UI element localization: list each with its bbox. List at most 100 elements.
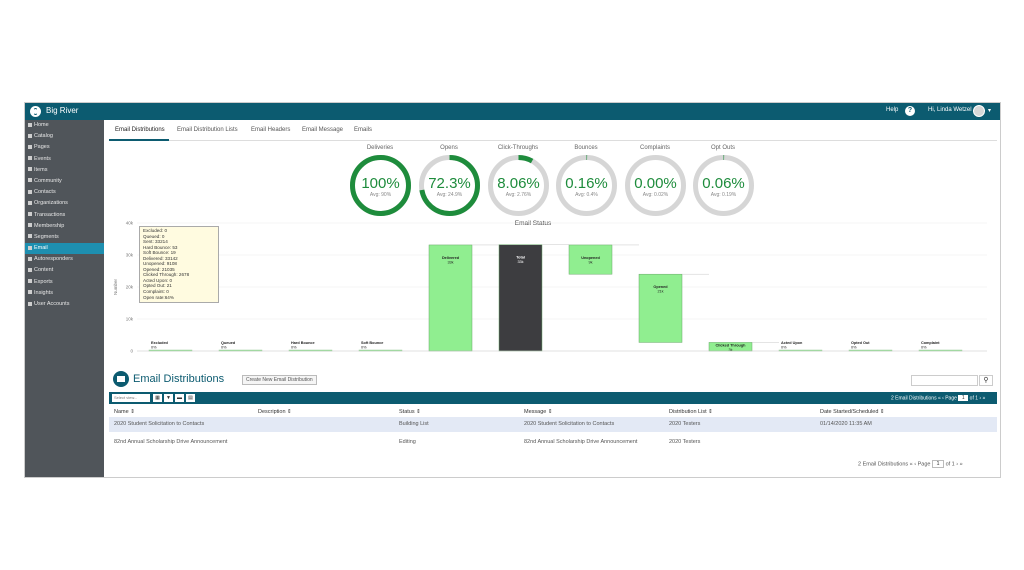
last-page-icon[interactable]: »	[959, 461, 963, 468]
sidebar-item-exports[interactable]: Exports	[25, 277, 104, 288]
column-header-description[interactable]: Description ⇕	[258, 409, 292, 415]
gauge-label-deliveries: Deliveries	[366, 145, 394, 151]
cell-status: Editing	[399, 439, 416, 445]
sidebar-item-transactions[interactable]: Transactions	[25, 210, 104, 221]
column-header-status[interactable]: Status ⇕	[399, 409, 421, 415]
page-of: of 1	[945, 461, 955, 468]
sidebar-item-items[interactable]: Items	[25, 165, 104, 176]
column-header-name[interactable]: Name ⇕	[114, 409, 135, 415]
view-select[interactable]: Select view...	[112, 394, 150, 402]
user-greeting[interactable]: Hi, Linda Wetzel	[928, 107, 972, 113]
sidebar-item-home[interactable]: Home	[25, 120, 104, 131]
bar-label: Clicked Through	[716, 344, 747, 348]
column-header-label: Name	[114, 409, 129, 415]
tab-emails[interactable]: Emails	[354, 127, 373, 133]
bar-value-label: 0%	[361, 346, 367, 350]
gauge-deliveries	[350, 155, 411, 216]
columns-icon[interactable]: ▦	[153, 394, 162, 402]
prev-page-icon[interactable]: ‹	[942, 395, 944, 402]
gauge-opens	[419, 155, 480, 216]
bar-value-label: 33k	[517, 260, 523, 264]
prev-page-icon[interactable]: ‹	[914, 461, 917, 468]
folder-icon[interactable]: ▬	[175, 394, 184, 402]
gauge-label-complaints: Complaints	[639, 145, 670, 151]
page-number-input[interactable]: 1	[932, 460, 945, 468]
sidebar-item-label: Insights	[34, 289, 53, 296]
gauge-label-bounces: Bounces	[574, 145, 598, 151]
chart-bar-opened[interactable]	[638, 273, 683, 343]
bar-label: Unopened	[581, 256, 600, 260]
chart-bar-total[interactable]	[498, 244, 543, 352]
first-page-icon[interactable]: «	[909, 461, 913, 468]
sidebar-item-autoresponders[interactable]: Autoresponders	[25, 254, 104, 265]
help-icon[interactable]: ?	[905, 106, 915, 116]
tab-email-message[interactable]: Email Message	[302, 127, 344, 133]
help-link[interactable]: Help	[886, 107, 899, 113]
tab-email-distributions[interactable]: Email Distributions	[115, 127, 165, 133]
sidebar-item-label: Events	[34, 155, 51, 162]
sidebar-item-label: Items	[34, 166, 48, 173]
column-header-label: Distribution List	[669, 409, 707, 415]
sidebar-item-label: User Accounts	[34, 301, 70, 307]
sidebar-item-user-accounts[interactable]: User Accounts	[25, 299, 104, 310]
folder-icon	[28, 267, 32, 272]
tab-divider	[109, 140, 997, 141]
sidebar-item-email[interactable]: Email	[25, 243, 104, 255]
bar-label: Opted Out	[851, 341, 870, 345]
gauge-value-opens: 72.3%	[428, 175, 471, 192]
bar-label: Total	[516, 256, 525, 260]
column-header-distribution-list[interactable]: Distribution List ⇕	[669, 409, 713, 415]
sidebar-item-catalog[interactable]: Catalog	[25, 131, 104, 142]
tab-email-headers[interactable]: Email Headers	[251, 127, 291, 133]
search-icon[interactable]: ⚲	[979, 375, 993, 386]
tooltip-line: Acted Upon: 0	[143, 277, 173, 283]
y-tick-label: 0	[130, 349, 133, 354]
column-header-date[interactable]: Date Started/Scheduled ⇕	[820, 409, 885, 415]
bar-value-label: 3k	[728, 348, 732, 352]
column-header-message[interactable]: Message ⇕	[524, 409, 553, 415]
pager: 2 Email Distributions « ‹ Page 1 of 1 › …	[891, 395, 985, 401]
big-river-logo-icon[interactable]	[30, 106, 41, 117]
footer-pager: 2 Email Distributions « ‹ Page 1 of 1 › …	[858, 460, 963, 468]
filter-icon[interactable]: ▼	[164, 394, 173, 402]
last-page-icon[interactable]: »	[982, 395, 986, 402]
tooltip-line: Excluded: 0	[143, 228, 168, 233]
table-row[interactable]: 82nd Annual Scholarship Drive Announceme…	[109, 435, 997, 450]
building-icon	[28, 200, 32, 205]
export-icon[interactable]: ▤	[186, 394, 195, 402]
next-page-icon[interactable]: ›	[956, 461, 959, 468]
sidebar-item-content[interactable]: Content	[25, 265, 104, 276]
sidebar-item-contacts[interactable]: Contacts	[25, 187, 104, 198]
page-of: of 1	[969, 395, 979, 402]
sidebar-item-label: Membership	[34, 222, 65, 229]
transactions-icon	[28, 212, 32, 217]
table-row[interactable]: 2020 Student Solicitation to Contacts Bu…	[109, 417, 997, 432]
y-tick-label: 30k	[126, 253, 134, 258]
record-count: 2 Email Distributions	[858, 461, 909, 468]
sidebar-item-pages[interactable]: Pages	[25, 142, 104, 153]
sidebar-item-community[interactable]: Community	[25, 176, 104, 187]
chart-bar-unopened[interactable]	[568, 244, 613, 275]
app-name: Big River	[46, 106, 79, 115]
next-page-icon[interactable]: ›	[979, 395, 982, 402]
search-input[interactable]	[911, 375, 978, 386]
chevron-down-icon[interactable]: ▾	[988, 108, 992, 114]
bar-label: Queued	[221, 341, 236, 345]
sidebar-item-events[interactable]: Events	[25, 154, 104, 165]
y-tick-label: 20k	[126, 285, 134, 290]
bar-value-label: 0%	[921, 346, 927, 350]
first-page-icon[interactable]: «	[937, 395, 941, 402]
envelope-icon	[113, 371, 129, 387]
pages-icon	[28, 144, 32, 149]
sidebar-item-segments[interactable]: Segments	[25, 232, 104, 243]
sidebar-item-label: Segments	[34, 233, 59, 240]
sidebar-item-organizations[interactable]: Organizations	[25, 198, 104, 209]
page-number-input[interactable]: 1	[958, 395, 969, 401]
create-distribution-button[interactable]: Create New Email Distribution	[242, 375, 317, 385]
sidebar-item-insights[interactable]: Insights	[25, 288, 104, 299]
sidebar-item-label: Organizations	[34, 200, 68, 207]
sidebar-item-membership[interactable]: Membership	[25, 221, 104, 232]
avatar[interactable]	[973, 105, 985, 117]
gauge-label-click-throughs: Click-Throughs	[497, 145, 539, 151]
tab-email-distribution-lists[interactable]: Email Distribution Lists	[177, 127, 238, 133]
